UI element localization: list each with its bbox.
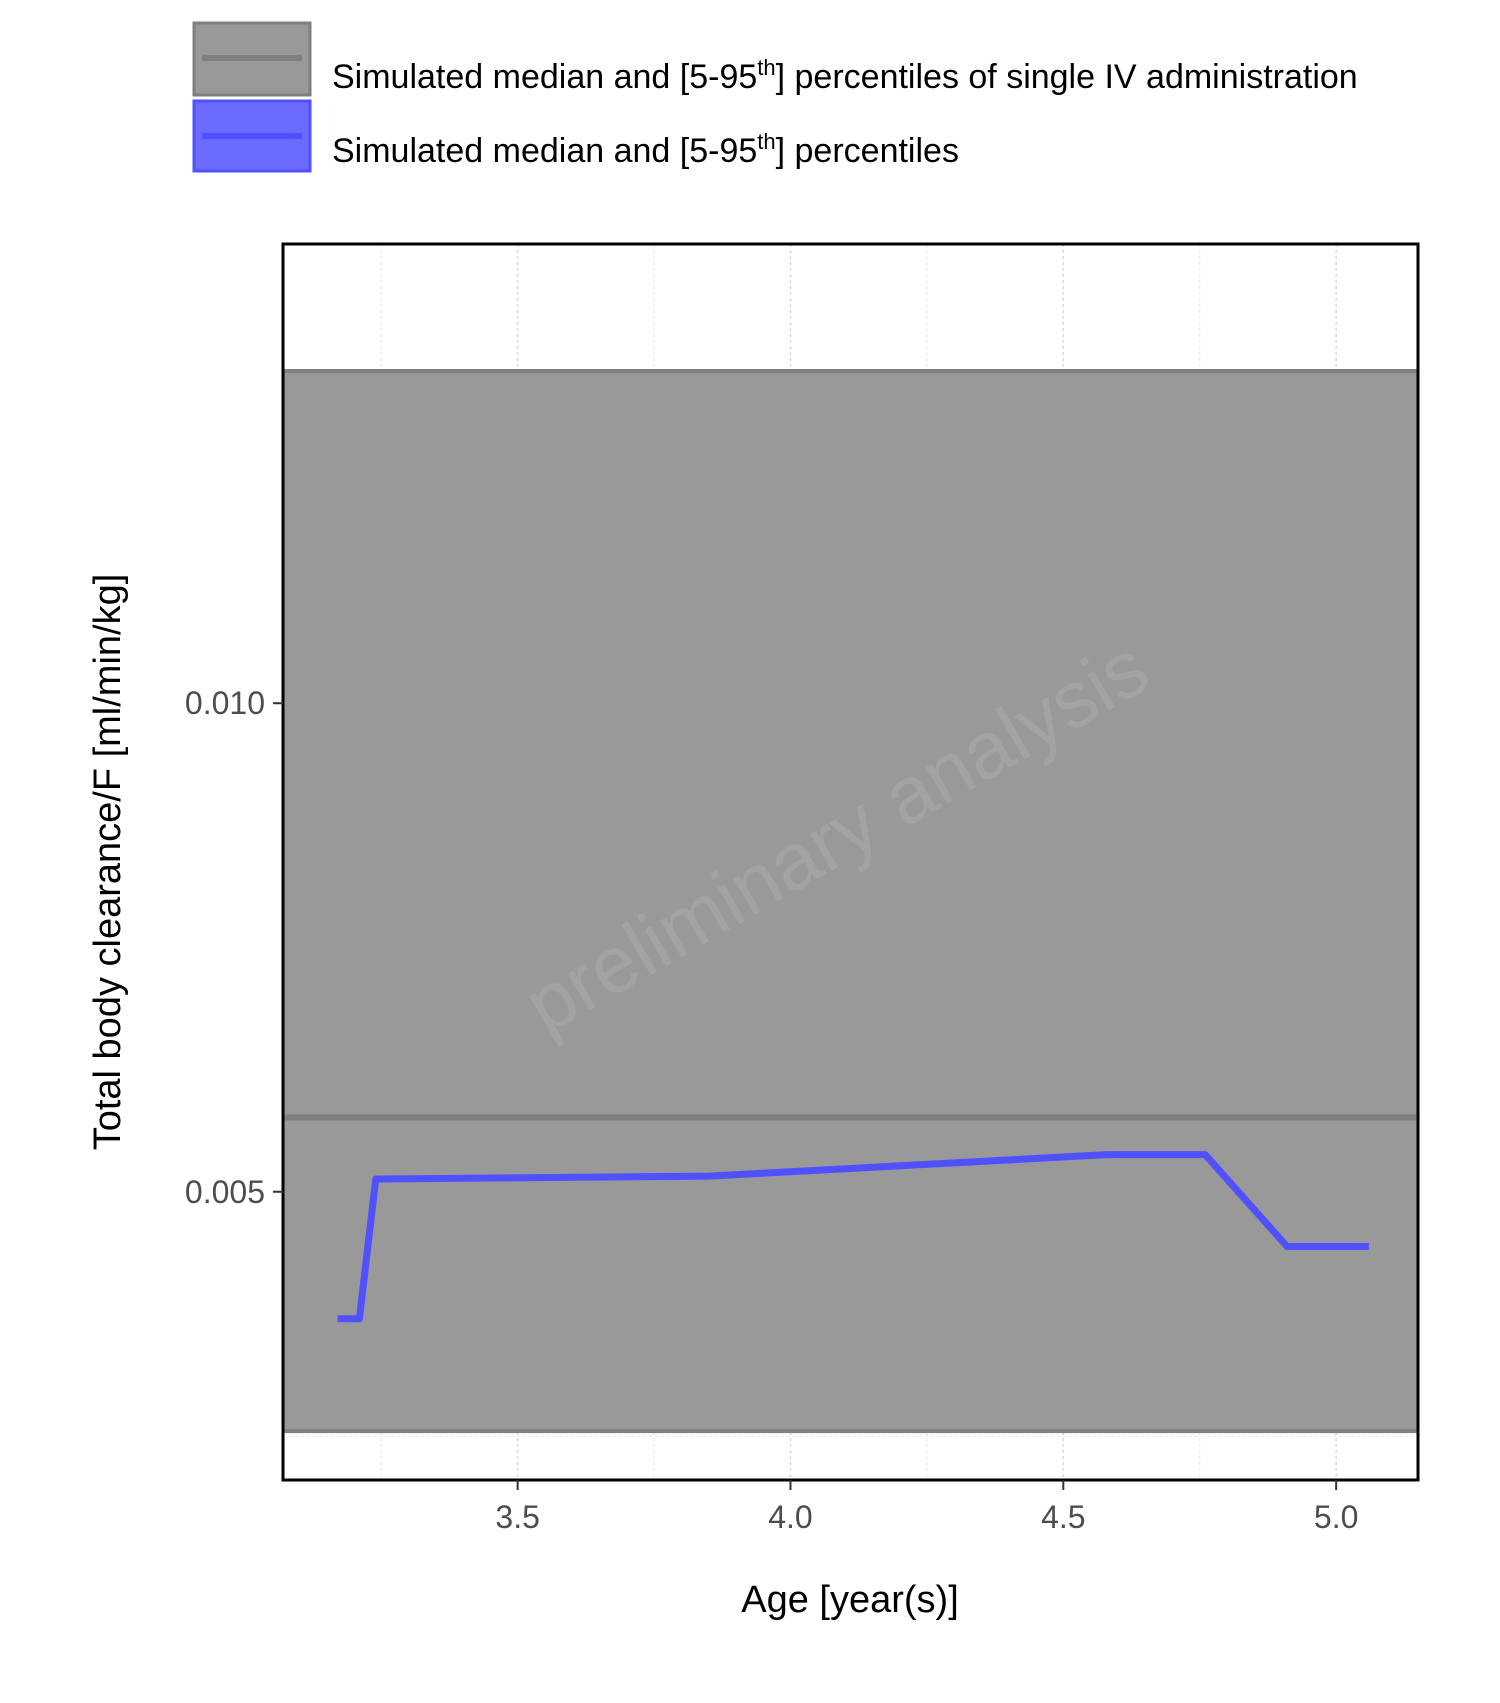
x-tick-label: 3.5 — [495, 1499, 539, 1535]
simulated-median-line — [337, 1151, 1369, 1323]
legend-label-single-iv: Simulated median and [5-95th] percentile… — [332, 55, 1358, 96]
legend: Simulated median and [5-95th] percentile… — [192, 21, 1358, 173]
x-tick-label: 4.0 — [768, 1499, 812, 1535]
panel-border — [281, 242, 1420, 1482]
legend-label-simulated: Simulated median and [5-95th] percentile… — [332, 129, 959, 170]
y-axis-title: Total body clearance/F [ml/min/kg] — [87, 574, 129, 1151]
x-axis-title: Age [year(s)] — [741, 1579, 959, 1621]
legend-item-simulated: Simulated median and [5-95th] percentile… — [192, 99, 959, 173]
y-axis: 0.005 0.010 — [185, 685, 283, 1210]
legend-item-single-iv: Simulated median and [5-95th] percentile… — [192, 21, 1358, 97]
y-tick-label: 0.010 — [185, 685, 265, 721]
plot-area: preliminary analysis — [281, 242, 1420, 1482]
single-iv-percentile-band — [283, 371, 1418, 1432]
x-tick-label: 4.5 — [1041, 1499, 1085, 1535]
x-tick-label: 5.0 — [1314, 1499, 1358, 1535]
y-tick-label: 0.005 — [185, 1174, 265, 1210]
x-axis: 3.5 4.0 4.5 5.0 — [495, 1480, 1358, 1535]
